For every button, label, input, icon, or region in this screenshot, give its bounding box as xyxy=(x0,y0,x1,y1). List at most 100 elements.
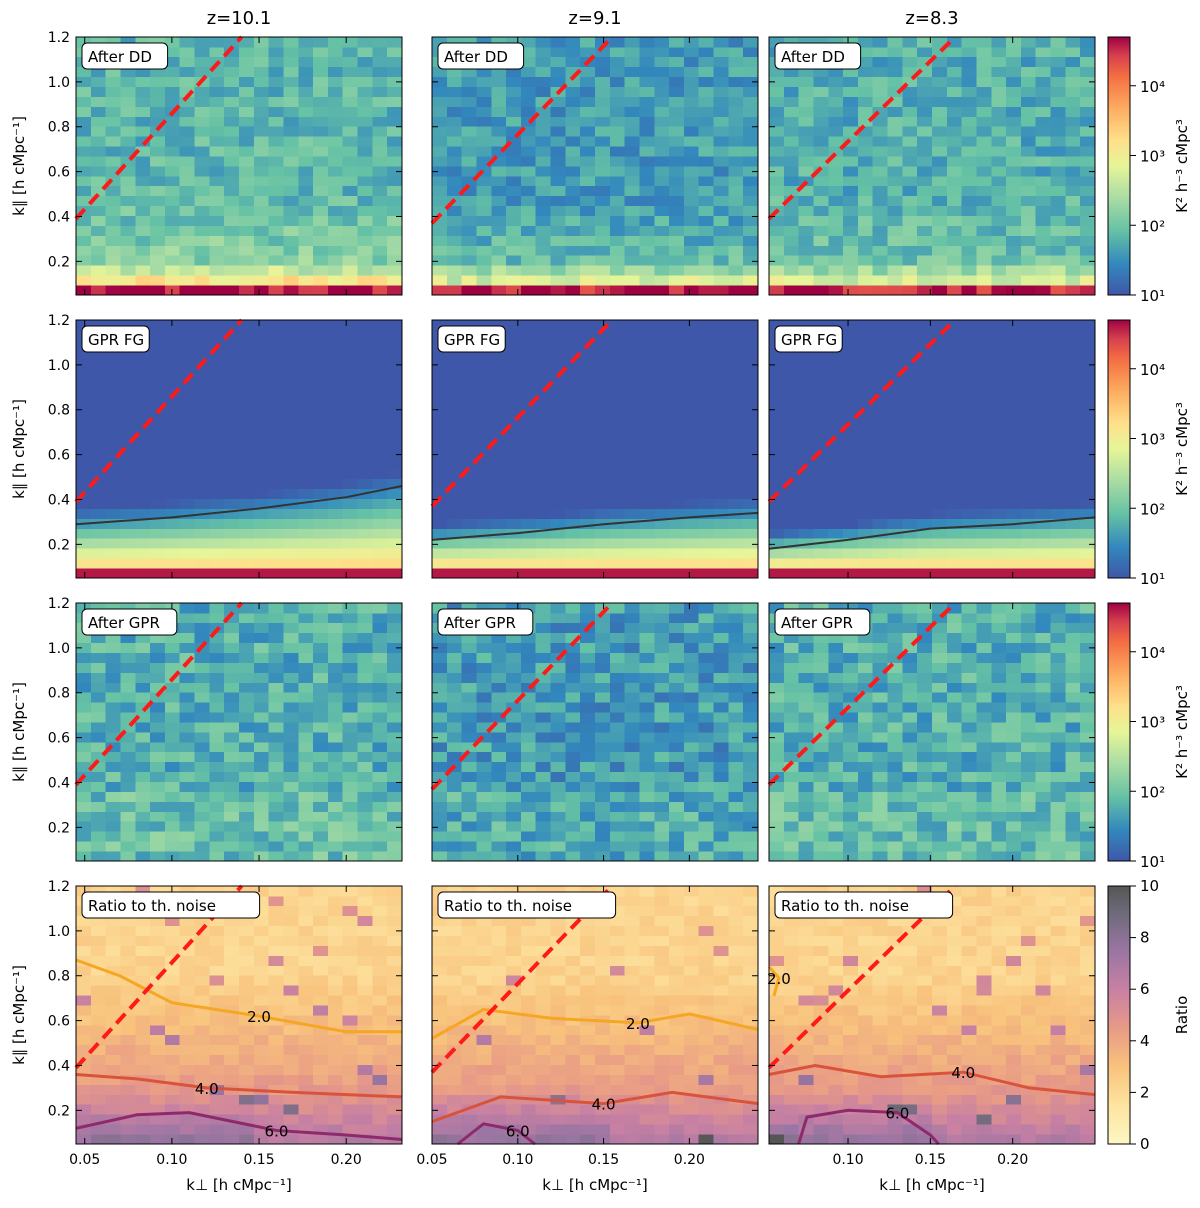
heatmap-cell xyxy=(342,841,358,852)
heatmap-cell xyxy=(327,136,344,147)
heatmap-cell xyxy=(932,235,948,246)
heatmap-cell xyxy=(535,205,551,217)
heatmap-cell xyxy=(461,166,477,177)
heatmap-cell xyxy=(1050,225,1066,236)
heatmap-cell xyxy=(1035,379,1051,390)
heatmap-cell xyxy=(565,801,581,812)
heatmap-cell xyxy=(872,429,888,440)
heatmap-cell xyxy=(313,811,329,822)
heatmap-cell xyxy=(872,146,888,157)
heatmap-cell xyxy=(902,419,918,430)
heatmap-cell xyxy=(209,672,225,683)
heatmap-cell xyxy=(669,275,685,286)
heatmap-cell xyxy=(713,116,729,127)
heatmap-cell xyxy=(224,339,240,351)
heatmap-cell xyxy=(1050,175,1066,187)
heatmap-cell xyxy=(961,106,977,117)
heatmap-cell xyxy=(506,429,522,440)
heatmap-cell xyxy=(1080,568,1096,579)
heatmap-cell xyxy=(654,429,670,440)
heatmap-cell xyxy=(976,275,992,286)
heatmap-cell xyxy=(76,419,92,430)
heatmap-cell xyxy=(387,801,403,812)
heatmap-cell xyxy=(798,106,814,117)
heatmap-cell xyxy=(135,409,151,420)
heatmap-cell xyxy=(194,722,210,733)
heatmap-cell xyxy=(813,478,829,490)
heatmap-cell xyxy=(342,86,358,97)
heatmap-cell xyxy=(268,518,284,529)
heatmap-cell xyxy=(609,791,626,802)
heatmap-cell xyxy=(327,195,344,207)
heatmap-cell xyxy=(209,419,225,430)
heatmap-cell xyxy=(713,751,729,763)
heatmap-cell xyxy=(209,538,225,549)
heatmap-cell xyxy=(991,126,1007,137)
heatmap-cell xyxy=(580,568,596,579)
heatmap-cell xyxy=(253,781,270,792)
heatmap-cell xyxy=(446,632,463,644)
heatmap-cell xyxy=(1050,76,1066,88)
heatmap-cell xyxy=(743,185,759,197)
heatmap-cell xyxy=(639,329,655,341)
heatmap-cell xyxy=(728,56,744,68)
heatmap-cell xyxy=(902,821,918,832)
heatmap-cell xyxy=(1035,205,1051,217)
heatmap-cell xyxy=(1080,320,1096,331)
heatmap-cell xyxy=(520,508,537,519)
heatmap-cell xyxy=(253,56,270,68)
heatmap-cell xyxy=(609,508,626,519)
heatmap-cell xyxy=(813,255,829,266)
heatmap-cell xyxy=(783,821,800,832)
heatmap-cell xyxy=(194,672,210,683)
heatmap-cell xyxy=(135,225,151,236)
heatmap-cell xyxy=(342,558,358,569)
heatmap-cell xyxy=(728,732,744,743)
heatmap-cell xyxy=(194,652,210,663)
heatmap-cell xyxy=(150,225,166,236)
heatmap-cell xyxy=(580,538,596,549)
heatmap-cell xyxy=(372,185,388,197)
heatmap-cell xyxy=(813,409,829,420)
heatmap-cell xyxy=(520,603,537,614)
heatmap-cell xyxy=(313,548,329,559)
heatmap-cell xyxy=(520,439,537,450)
heatmap-cell xyxy=(595,622,611,634)
heatmap-cell xyxy=(520,389,537,400)
heatmap-cell xyxy=(461,66,477,78)
heatmap-cell xyxy=(639,449,655,460)
heatmap-cell xyxy=(476,712,492,723)
heatmap-cell xyxy=(283,195,299,207)
heatmap-cell xyxy=(932,429,948,440)
heatmap-cell xyxy=(857,458,874,470)
heatmap-cell xyxy=(1020,56,1037,68)
heatmap-cell xyxy=(268,528,284,539)
heatmap-cell xyxy=(1065,329,1081,341)
heatmap-cell xyxy=(565,603,581,614)
heatmap-cell xyxy=(946,275,963,286)
heatmap-cell xyxy=(743,692,759,703)
heatmap-cell xyxy=(105,831,121,842)
heatmap-cell xyxy=(1050,458,1066,470)
heatmap-cell xyxy=(224,46,240,58)
heatmap-cell xyxy=(476,652,492,663)
heatmap-cell xyxy=(887,116,903,127)
heatmap-cell xyxy=(283,468,299,480)
heatmap-cell xyxy=(769,156,785,167)
heatmap-cell xyxy=(595,458,611,470)
heatmap-cell xyxy=(1080,156,1096,167)
heatmap-cell xyxy=(239,245,255,256)
heatmap-cell xyxy=(565,409,581,420)
heatmap-cell xyxy=(372,66,388,78)
heatmap-cell xyxy=(357,771,373,783)
heatmap-cell xyxy=(639,126,655,137)
heatmap-cell xyxy=(798,116,814,127)
heatmap-cell xyxy=(342,215,358,226)
heatmap-cell xyxy=(932,528,948,539)
heatmap-cell xyxy=(1050,449,1066,460)
heatmap-cell xyxy=(135,478,151,490)
heatmap-cell xyxy=(550,255,566,266)
heatmap-cell xyxy=(565,791,581,802)
heatmap-cell xyxy=(550,275,566,286)
heatmap-cell xyxy=(135,458,151,470)
